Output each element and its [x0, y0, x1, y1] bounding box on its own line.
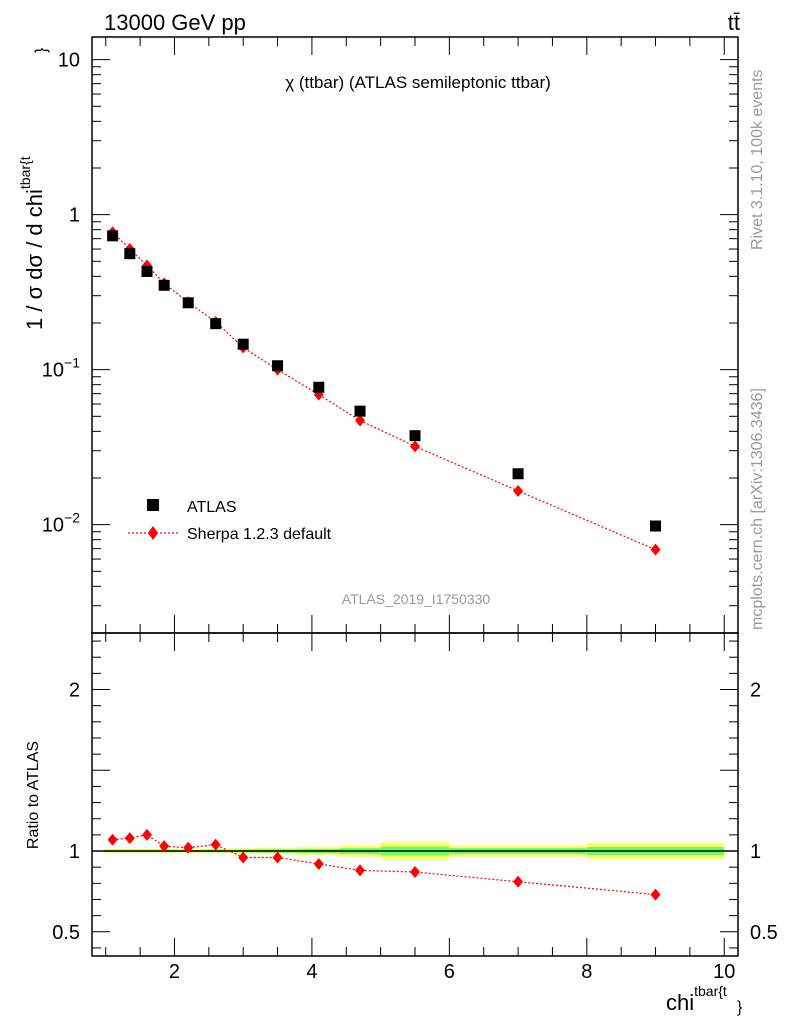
- main-ylabel-sup: tbar{t: [17, 156, 33, 189]
- y-tick-label-right: 2: [750, 680, 761, 702]
- y-tick-label: 10−2: [42, 510, 80, 537]
- ratio-point: [355, 864, 366, 877]
- mc-point: [513, 484, 524, 497]
- data-point: [272, 360, 284, 372]
- main-axes-ticks: 10 1 10−1 10−2: [42, 37, 738, 634]
- y-tick-label: 1: [69, 841, 80, 863]
- ratio-point: [183, 841, 194, 854]
- ratio-panel: 2 4 6 8 10 2 2 1 1 0.5 0.5 Ratio to ATLAS chitbar{…: [25, 632, 778, 1016]
- ratio-curve: [107, 828, 661, 901]
- svg-text:1 / σ dσ / d chitbar{t: 1 / σ dσ / d chitbar{t: [17, 156, 47, 330]
- data-point: [124, 248, 136, 260]
- ratio-xlabel-brace: }: [737, 999, 743, 1016]
- ratio-xlabel-text: chi: [666, 990, 694, 1015]
- ratio-point: [313, 857, 324, 870]
- x-tick-label: 4: [306, 961, 317, 983]
- main-panel: χ (ttbar) (ATLAS semileptonic ttbar) ATL…: [17, 36, 739, 634]
- ratio-xlabel: chitbar{t }: [666, 983, 743, 1016]
- mc-point: [355, 414, 366, 427]
- y-tick-label-right: 1: [750, 841, 761, 863]
- ratio-panel-frame: [91, 632, 739, 957]
- data-point: [182, 297, 194, 309]
- legend-label-atlas: ATLAS: [187, 499, 237, 516]
- ratio-point: [141, 828, 152, 841]
- main-ylabel-brace: }: [33, 47, 50, 53]
- data-point: [158, 279, 170, 291]
- data-point: [650, 520, 662, 532]
- ratio-point: [410, 866, 420, 879]
- ratio-point: [107, 833, 118, 846]
- data-point: [237, 338, 249, 350]
- ratio-point: [650, 888, 661, 901]
- main-panel-frame: [91, 36, 739, 634]
- svg-text:chitbar{t: chitbar{t: [666, 983, 727, 1015]
- main-ylabel-text: 1 / σ dσ / d chi: [22, 189, 47, 330]
- y-tick-label-right: 0.5: [750, 922, 778, 944]
- y-tick-label: 1: [69, 205, 80, 227]
- mcplots-label: mcplots.cern.ch [arXiv:1306.3436]: [749, 388, 766, 630]
- header-right: tt̄: [728, 10, 740, 35]
- data-point: [354, 405, 366, 417]
- y-tick-label: 10−1: [42, 355, 80, 382]
- data-point: [409, 430, 421, 442]
- data-point: [107, 230, 119, 242]
- data-points: [107, 230, 662, 532]
- analysis-watermark: ATLAS_2019_I1750330: [342, 591, 491, 607]
- ratio-point: [159, 840, 170, 853]
- rivet-label: Rivet 3.1.10, 100k events: [749, 69, 766, 250]
- legend-label-sherpa: Sherpa 1.2.3 default: [187, 526, 332, 543]
- legend-marker-atlas: [147, 499, 159, 511]
- main-title: χ (ttbar) (ATLAS semileptonic ttbar): [285, 73, 551, 92]
- data-point: [141, 265, 153, 277]
- ratio-point: [272, 851, 283, 864]
- y-tick-label: 0.5: [52, 922, 80, 944]
- y-tick-label: 2: [69, 680, 80, 702]
- ratio-point: [124, 832, 135, 845]
- ratio-xlabel-sup: tbar{t: [694, 983, 727, 999]
- y-tick-label: 10: [58, 50, 80, 72]
- data-point: [512, 468, 524, 480]
- ratio-point: [238, 851, 249, 864]
- x-tick-label: 10: [713, 961, 735, 983]
- main-ylabel: 1 / σ dσ / d chitbar{t }: [17, 47, 50, 330]
- mc-point: [650, 543, 661, 556]
- header-left: 13000 GeV pp: [104, 10, 246, 35]
- legend-marker-sherpa: [148, 526, 158, 540]
- data-point: [210, 318, 222, 330]
- ratio-point: [210, 838, 221, 851]
- data-point: [313, 381, 325, 393]
- ratio-ylabel: Ratio to ATLAS: [25, 741, 42, 849]
- x-tick-label: 2: [169, 961, 180, 983]
- x-tick-label: 8: [581, 961, 592, 983]
- legend: ATLAS Sherpa 1.2.3 default: [128, 499, 332, 543]
- ratio-axes-ticks: 2 4 6 8 10 2 2 1 1 0.5 0.5: [52, 633, 778, 983]
- mc-point: [410, 440, 420, 453]
- x-tick-label: 6: [444, 961, 455, 983]
- ratio-point: [513, 875, 524, 888]
